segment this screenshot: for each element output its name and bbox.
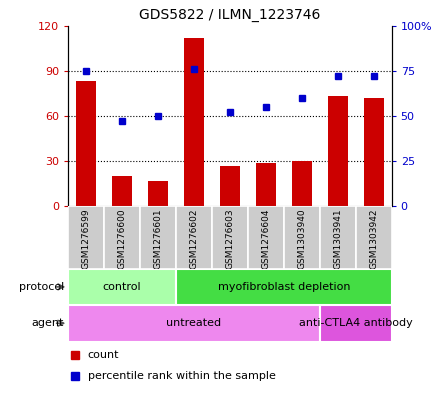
Text: GSM1276604: GSM1276604: [261, 209, 270, 269]
Bar: [328, 96, 348, 206]
Text: protocol: protocol: [18, 282, 64, 292]
Bar: [320, 305, 392, 342]
Text: GSM1303941: GSM1303941: [333, 209, 342, 270]
Text: GSM1276602: GSM1276602: [190, 209, 198, 269]
Bar: [76, 81, 96, 206]
Title: GDS5822 / ILMN_1223746: GDS5822 / ILMN_1223746: [139, 8, 321, 22]
Bar: [284, 206, 320, 269]
Bar: [68, 206, 104, 269]
Bar: [356, 206, 392, 269]
Bar: [184, 38, 204, 206]
Bar: [220, 165, 240, 206]
Text: agent: agent: [31, 318, 64, 328]
Bar: [112, 176, 132, 206]
Text: control: control: [103, 282, 141, 292]
Bar: [292, 161, 312, 206]
Bar: [140, 206, 176, 269]
Text: GSM1276600: GSM1276600: [117, 209, 127, 270]
Bar: [68, 305, 320, 342]
Bar: [320, 206, 356, 269]
Bar: [248, 206, 284, 269]
Bar: [212, 206, 248, 269]
Bar: [176, 206, 212, 269]
Text: myofibroblast depletion: myofibroblast depletion: [217, 282, 350, 292]
Text: anti-CTLA4 antibody: anti-CTLA4 antibody: [299, 318, 413, 328]
Bar: [256, 163, 276, 206]
Text: untreated: untreated: [166, 318, 221, 328]
Text: count: count: [88, 350, 119, 360]
Text: GSM1276599: GSM1276599: [82, 209, 91, 270]
Text: GSM1276601: GSM1276601: [154, 209, 162, 270]
Text: GSM1303942: GSM1303942: [369, 209, 378, 269]
Text: percentile rank within the sample: percentile rank within the sample: [88, 371, 275, 381]
Bar: [104, 206, 140, 269]
Text: GSM1303940: GSM1303940: [297, 209, 306, 270]
Bar: [68, 269, 176, 305]
Text: GSM1276603: GSM1276603: [225, 209, 235, 270]
Bar: [364, 98, 384, 206]
Bar: [176, 269, 392, 305]
Bar: [148, 181, 168, 206]
